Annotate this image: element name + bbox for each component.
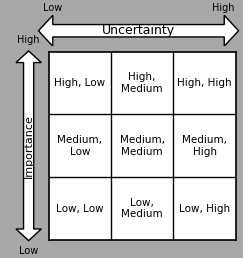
- Polygon shape: [16, 51, 41, 240]
- Text: High,
Medium: High, Medium: [121, 72, 163, 94]
- Text: Low, Low: Low, Low: [56, 204, 104, 214]
- Text: Medium,
Medium: Medium, Medium: [120, 135, 165, 157]
- Text: Importance: Importance: [24, 114, 34, 178]
- Text: Medium,
High: Medium, High: [182, 135, 227, 157]
- Text: High, High: High, High: [177, 78, 232, 88]
- Text: Low, High: Low, High: [179, 204, 230, 214]
- Text: High, Low: High, Low: [54, 78, 105, 88]
- Text: High: High: [212, 3, 234, 13]
- Text: Low,
Medium: Low, Medium: [121, 198, 163, 219]
- Text: Low: Low: [43, 3, 62, 13]
- Polygon shape: [38, 15, 239, 46]
- Text: Low: Low: [19, 246, 38, 256]
- Text: Uncertainty: Uncertainty: [102, 24, 175, 37]
- Text: High: High: [17, 35, 40, 45]
- Text: Medium,
Low: Medium, Low: [57, 135, 102, 157]
